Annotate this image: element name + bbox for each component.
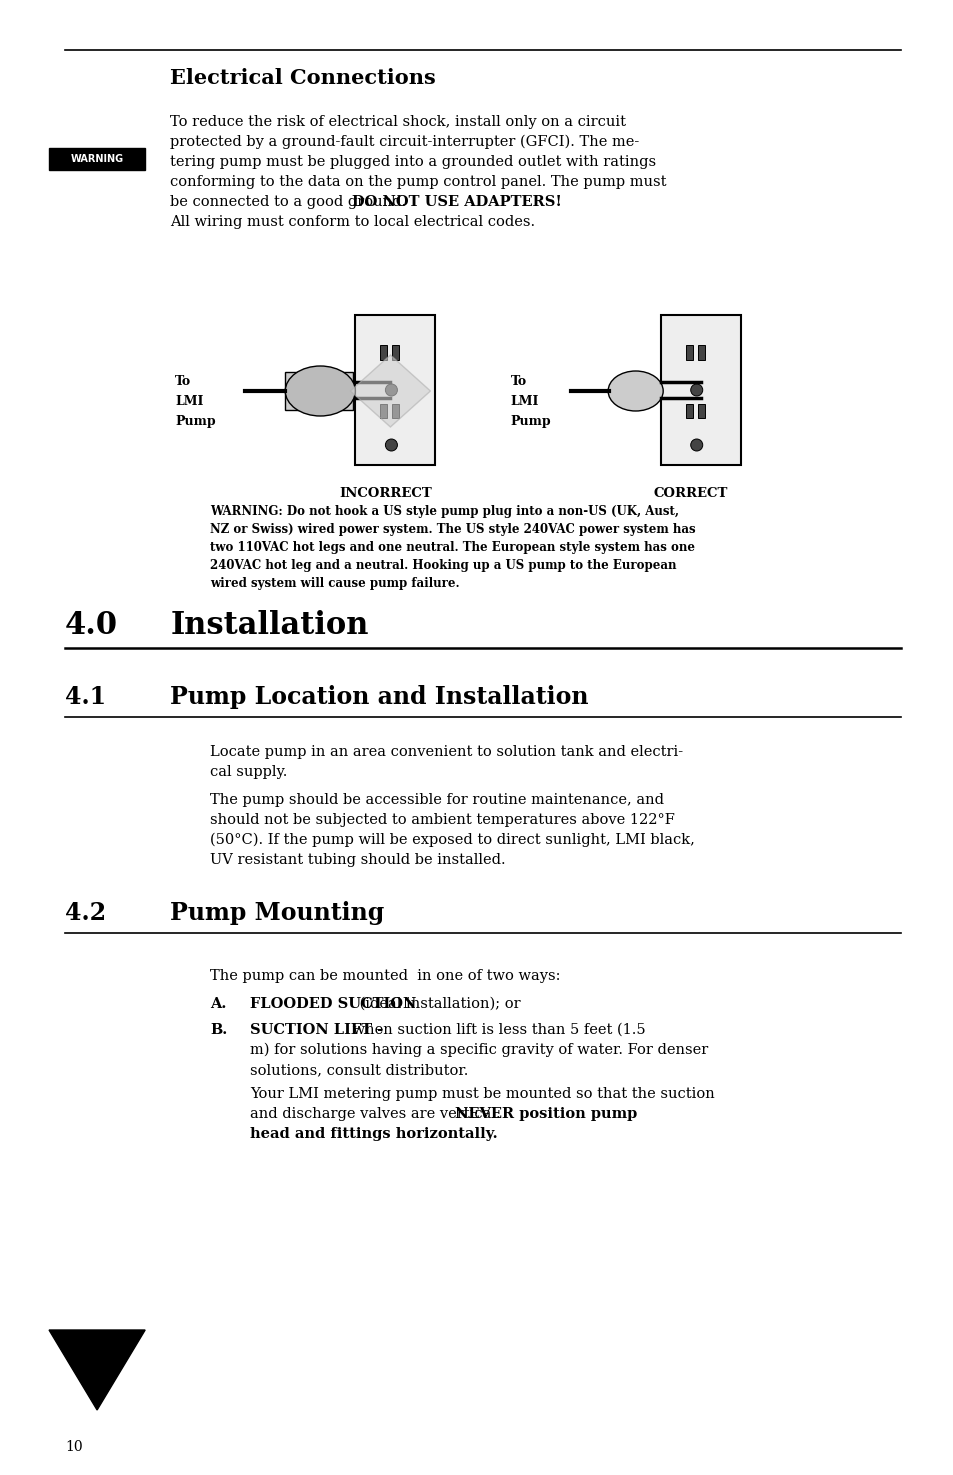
Text: Pump Mounting: Pump Mounting <box>170 901 384 925</box>
FancyBboxPatch shape <box>49 148 145 170</box>
Text: Locate pump in an area convenient to solution tank and electri-: Locate pump in an area convenient to sol… <box>210 745 682 760</box>
Text: All wiring must conform to local electrical codes.: All wiring must conform to local electri… <box>170 215 535 229</box>
Text: 4.2: 4.2 <box>65 901 106 925</box>
Polygon shape <box>350 355 430 426</box>
Text: SUCTION LIFT -: SUCTION LIFT - <box>250 1024 383 1037</box>
Text: be connected to a good ground.: be connected to a good ground. <box>170 195 411 209</box>
Text: wired system will cause pump failure.: wired system will cause pump failure. <box>210 577 459 590</box>
Text: Your LMI metering pump must be mounted so that the suction: Your LMI metering pump must be mounted s… <box>250 1087 714 1100</box>
Text: The pump should be accessible for routine maintenance, and: The pump should be accessible for routin… <box>210 794 663 807</box>
Text: conforming to the data on the pump control panel. The pump must: conforming to the data on the pump contr… <box>170 176 666 189</box>
Bar <box>392 345 399 360</box>
Text: 4.0: 4.0 <box>65 611 118 642</box>
Text: DO NOT USE ADAPTERS!: DO NOT USE ADAPTERS! <box>352 195 561 209</box>
Text: B.: B. <box>210 1024 227 1037</box>
Text: and discharge valves are vertical.: and discharge valves are vertical. <box>250 1108 505 1121</box>
Text: Pump: Pump <box>510 414 551 428</box>
Bar <box>355 316 435 465</box>
Circle shape <box>690 384 702 395</box>
Text: Electrical Connections: Electrical Connections <box>170 68 436 88</box>
Text: A.: A. <box>210 997 227 1010</box>
Text: 10: 10 <box>65 1440 83 1454</box>
Text: WARNING: WARNING <box>71 153 124 164</box>
Circle shape <box>690 440 702 451</box>
Bar <box>697 404 704 417</box>
Bar <box>685 345 692 360</box>
Text: should not be subjected to ambient temperatures above 122°F: should not be subjected to ambient tempe… <box>210 813 675 827</box>
Text: The pump can be mounted  in one of two ways:: The pump can be mounted in one of two wa… <box>210 969 560 982</box>
Text: To: To <box>175 375 192 388</box>
Text: 4.1: 4.1 <box>65 684 106 709</box>
Text: when suction lift is less than 5 feet (1.5: when suction lift is less than 5 feet (1… <box>348 1024 645 1037</box>
Text: NZ or Swiss) wired power system. The US style 240VAC power system has: NZ or Swiss) wired power system. The US … <box>210 524 695 535</box>
Text: FLOODED SUCTION: FLOODED SUCTION <box>250 997 416 1010</box>
Bar <box>380 345 387 360</box>
Text: LMI: LMI <box>175 395 203 409</box>
Ellipse shape <box>285 366 355 416</box>
Text: two 110VAC hot legs and one neutral. The European style system has one: two 110VAC hot legs and one neutral. The… <box>210 541 695 555</box>
Text: 240VAC hot leg and a neutral. Hooking up a US pump to the European: 240VAC hot leg and a neutral. Hooking up… <box>210 559 676 572</box>
Text: m) for solutions having a specific gravity of water. For denser: m) for solutions having a specific gravi… <box>250 1043 708 1058</box>
Text: (ideal installation); or: (ideal installation); or <box>355 997 520 1010</box>
Circle shape <box>385 384 397 395</box>
Text: head and fittings horizontally.: head and fittings horizontally. <box>250 1127 497 1142</box>
Bar <box>660 316 740 465</box>
Text: Pump: Pump <box>175 414 215 428</box>
Bar <box>285 372 353 410</box>
Ellipse shape <box>607 372 662 412</box>
Bar <box>392 404 399 417</box>
Bar <box>697 345 704 360</box>
Text: !: ! <box>91 100 102 119</box>
Text: WARNING: Do not hook a US style pump plug into a non-US (UK, Aust,: WARNING: Do not hook a US style pump plu… <box>210 504 679 518</box>
Text: CORRECT: CORRECT <box>653 487 727 500</box>
Polygon shape <box>49 1330 145 1410</box>
Bar <box>380 404 387 417</box>
Text: To: To <box>510 375 526 388</box>
Text: cal supply.: cal supply. <box>210 766 287 779</box>
Bar <box>685 404 692 417</box>
Circle shape <box>385 440 397 451</box>
Text: protected by a ground-fault circuit-interrupter (GFCI). The me-: protected by a ground-fault circuit-inte… <box>170 136 639 149</box>
Text: INCORRECT: INCORRECT <box>338 487 432 500</box>
Text: Pump Location and Installation: Pump Location and Installation <box>170 684 588 709</box>
Text: (50°C). If the pump will be exposed to direct sunlight, LMI black,: (50°C). If the pump will be exposed to d… <box>210 833 695 848</box>
Text: Installation: Installation <box>170 611 368 642</box>
Text: LMI: LMI <box>510 395 538 409</box>
Text: To reduce the risk of electrical shock, install only on a circuit: To reduce the risk of electrical shock, … <box>170 115 625 128</box>
Text: NEVER position pump: NEVER position pump <box>455 1108 637 1121</box>
Text: UV resistant tubing should be installed.: UV resistant tubing should be installed. <box>210 853 505 867</box>
Text: tering pump must be plugged into a grounded outlet with ratings: tering pump must be plugged into a groun… <box>170 155 656 170</box>
Text: solutions, consult distributor.: solutions, consult distributor. <box>250 1063 468 1077</box>
